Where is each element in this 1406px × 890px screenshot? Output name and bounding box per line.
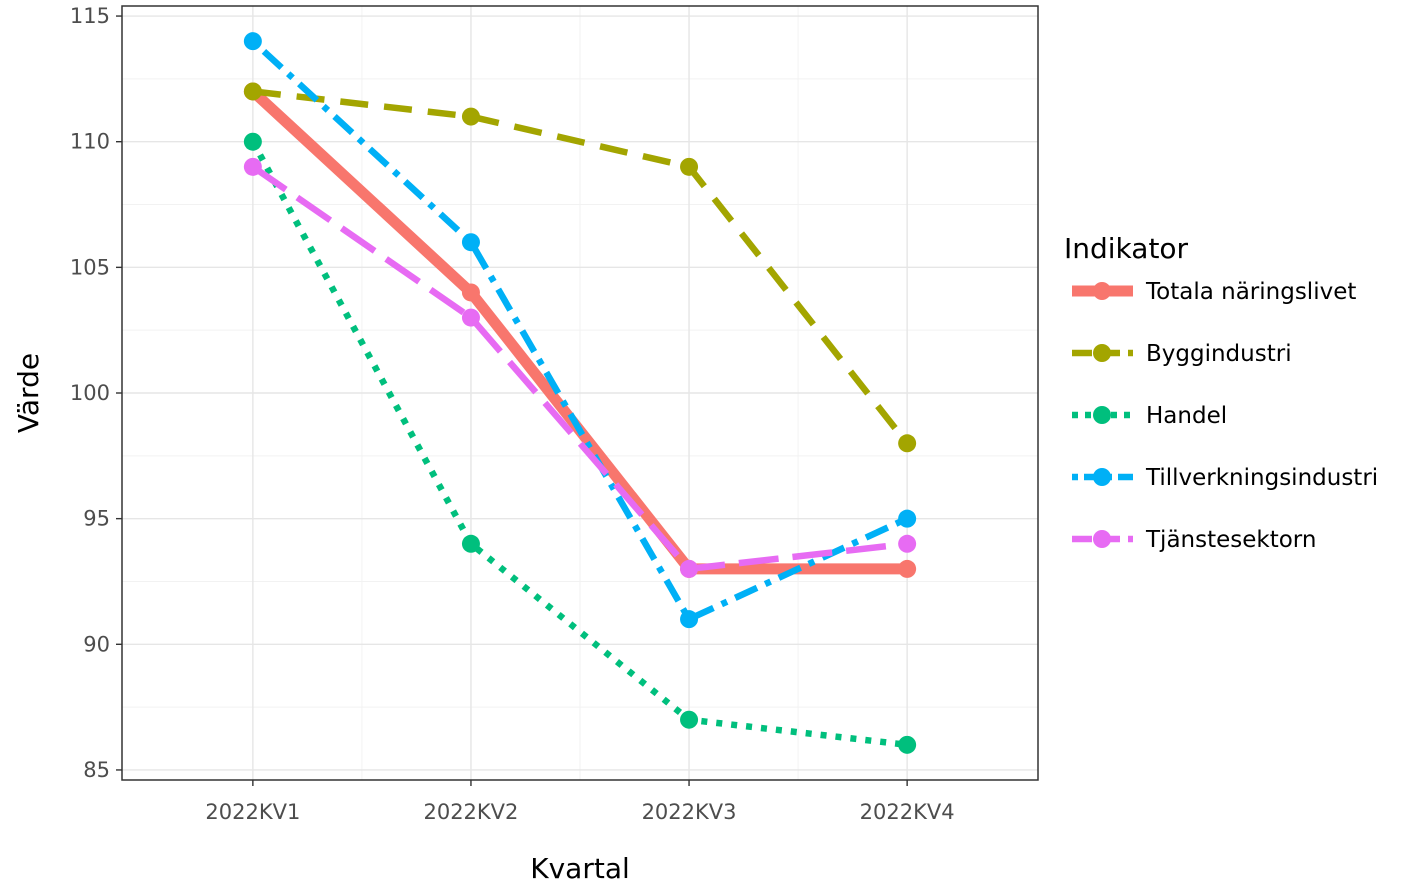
x-tick-label: 2022KV2 <box>423 800 518 824</box>
data-point <box>898 735 917 754</box>
series-tj-nstesektorn <box>243 157 917 578</box>
legend-item-handel: Handel <box>1072 403 1227 429</box>
y-tick-label: 90 <box>83 632 110 656</box>
data-point <box>243 157 262 176</box>
y-tick-label: 95 <box>83 507 110 531</box>
x-tick-label: 2022KV3 <box>642 800 737 824</box>
data-point <box>243 132 262 151</box>
y-tick-label: 110 <box>70 130 110 154</box>
x-tick-label: 2022KV4 <box>860 800 955 824</box>
data-point <box>243 82 262 101</box>
x-axis-title: Kvartal <box>530 852 630 885</box>
data-point <box>461 283 480 302</box>
data-point <box>243 32 262 51</box>
legend-label: Handel <box>1146 403 1227 429</box>
x-axis: 2022KV1 2022KV2 2022KV3 2022KV4 <box>205 780 955 824</box>
series-line <box>251 164 908 573</box>
legend-item-tillverkningsindustri: Tillverkningsindustri <box>1072 465 1378 491</box>
y-axis: 85 90 95 100 105 110 115 <box>70 4 122 782</box>
data-point <box>898 434 917 453</box>
legend-label: Tillverkningsindustri <box>1145 465 1378 491</box>
data-point <box>461 534 480 553</box>
legend-swatch-point <box>1093 344 1111 362</box>
data-point <box>680 559 699 578</box>
legend-swatch-point <box>1093 406 1111 424</box>
plot-border <box>121 5 1039 781</box>
series-line <box>250 38 909 623</box>
legend-item-tj-nstesektorn: Tjänstesektorn <box>1072 527 1316 553</box>
legend-swatch-point <box>1093 530 1111 548</box>
y-tick-label: 115 <box>70 4 110 28</box>
series-handel <box>243 132 917 754</box>
data-point <box>461 308 480 327</box>
data-point <box>898 534 917 553</box>
legend: Indikator Totala näringslivet Byggindustr… <box>1064 232 1378 553</box>
data-point <box>461 107 480 126</box>
legend-label: Totala näringslivet <box>1145 279 1356 305</box>
series-line <box>250 140 908 749</box>
series-byggindustri <box>243 82 917 453</box>
data-point <box>898 559 917 578</box>
x-tick-label: 2022KV1 <box>205 800 300 824</box>
y-tick-label: 105 <box>70 255 110 279</box>
data-point <box>461 233 480 252</box>
legend-label: Byggindustri <box>1146 341 1292 367</box>
data-point <box>680 157 699 176</box>
series-tillverkningsindustri <box>243 32 917 629</box>
y-tick-label: 100 <box>70 381 110 405</box>
legend-title: Indikator <box>1064 232 1189 265</box>
legend-swatch-point <box>1093 468 1111 486</box>
data-point <box>680 610 699 629</box>
data-point <box>898 509 917 528</box>
legend-swatch-point <box>1093 282 1111 300</box>
y-tick-label: 85 <box>83 758 110 782</box>
legend-item-byggindustri: Byggindustri <box>1072 341 1292 367</box>
data-point <box>680 710 699 729</box>
series-layer <box>243 32 917 754</box>
legend-label: Tjänstesektorn <box>1145 527 1316 553</box>
legend-item-totala-n-ringslivet: Totala näringslivet <box>1072 279 1356 305</box>
series-line <box>252 88 910 446</box>
y-axis-title: Värde <box>12 353 45 433</box>
